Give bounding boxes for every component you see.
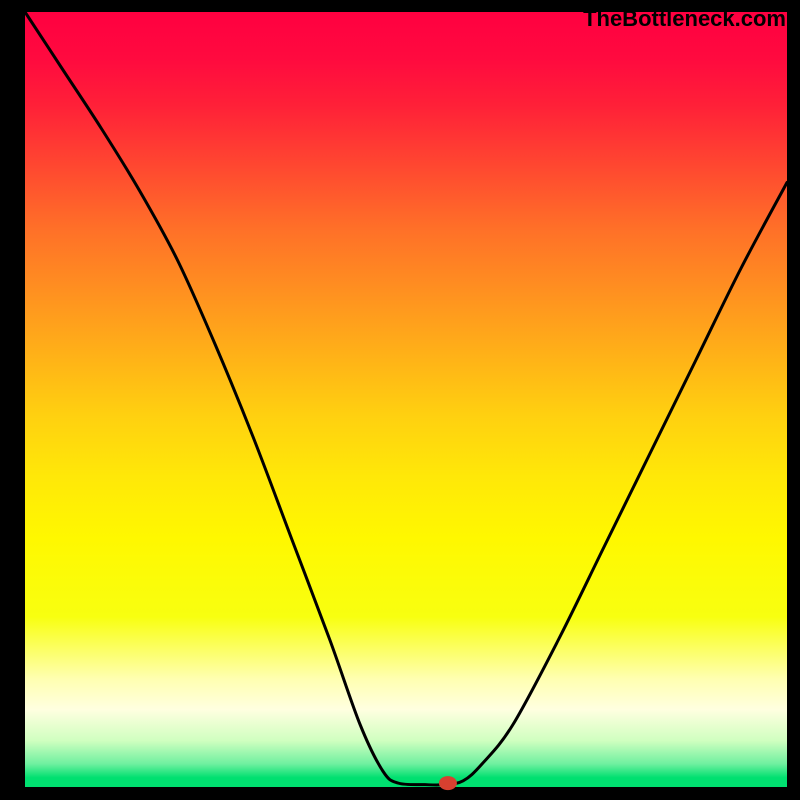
chart-svg [0,0,800,800]
watermark-text: TheBottleneck.com [583,6,786,32]
optimal-point-marker [439,776,457,790]
chart-plot-background [25,12,787,787]
